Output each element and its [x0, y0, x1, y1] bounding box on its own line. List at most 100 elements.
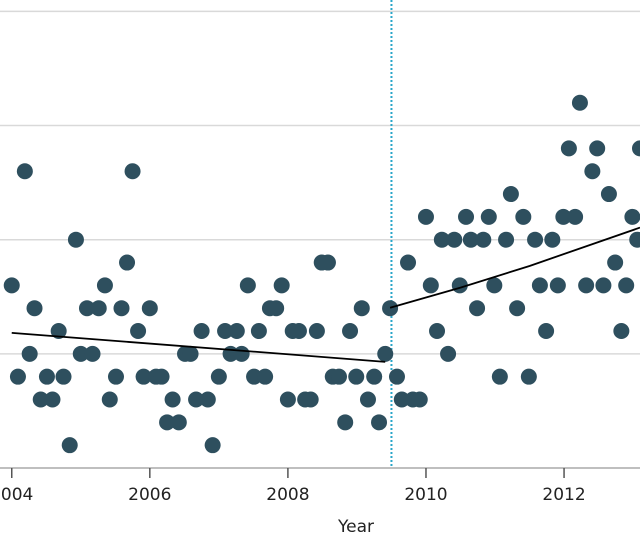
point: [469, 300, 486, 317]
point: [159, 414, 176, 431]
x-tick-label: 2010: [404, 485, 447, 505]
point: [153, 368, 170, 385]
point: [319, 254, 336, 271]
point: [629, 231, 640, 248]
point: [462, 231, 479, 248]
point: [130, 323, 147, 340]
point: [337, 414, 354, 431]
point: [61, 437, 78, 454]
point: [607, 254, 624, 271]
point: [250, 323, 267, 340]
point: [567, 208, 584, 225]
point: [555, 208, 572, 225]
point: [624, 208, 640, 225]
point: [96, 277, 113, 294]
point: [84, 345, 101, 362]
point: [308, 323, 325, 340]
point: [67, 231, 84, 248]
point: [446, 231, 463, 248]
point: [124, 163, 141, 180]
point: [600, 186, 617, 203]
point: [366, 368, 383, 385]
point: [377, 345, 394, 362]
point: [330, 368, 347, 385]
point: [589, 140, 606, 157]
point: [78, 300, 95, 317]
point: [246, 368, 263, 385]
point: [182, 345, 199, 362]
point: [107, 368, 124, 385]
point: [141, 300, 158, 317]
point: [417, 208, 434, 225]
point: [458, 208, 475, 225]
point: [290, 323, 307, 340]
point: [388, 368, 405, 385]
x-tick-label: 2008: [266, 485, 309, 505]
point: [538, 323, 555, 340]
point: [217, 323, 234, 340]
trend-line: [389, 226, 640, 309]
point: [509, 300, 526, 317]
point: [273, 277, 290, 294]
point: [204, 437, 221, 454]
point: [26, 300, 43, 317]
point: [400, 254, 417, 271]
point: [199, 391, 216, 408]
point: [359, 391, 376, 408]
point: [21, 345, 38, 362]
point: [486, 277, 503, 294]
point: [429, 323, 446, 340]
point: [188, 391, 205, 408]
trend-line: [11, 331, 386, 363]
point: [233, 345, 250, 362]
point: [527, 231, 544, 248]
point: [113, 300, 130, 317]
point: [353, 300, 370, 317]
point: [38, 368, 55, 385]
point: [584, 163, 601, 180]
point: [578, 277, 595, 294]
point: [348, 368, 365, 385]
x-axis-label: Year: [337, 517, 374, 537]
x-tick-label: 2012: [542, 485, 585, 505]
point: [480, 208, 497, 225]
point: [239, 277, 256, 294]
point: [101, 391, 118, 408]
point: [228, 323, 245, 340]
point: [72, 345, 89, 362]
point: [571, 94, 588, 111]
point: [440, 345, 457, 362]
point: [90, 300, 107, 317]
point: [531, 277, 548, 294]
point: [498, 231, 515, 248]
point: [342, 323, 359, 340]
point: [32, 391, 49, 408]
point: [422, 277, 439, 294]
point: [257, 368, 274, 385]
point: [44, 391, 61, 408]
point: [210, 368, 227, 385]
point: [371, 414, 388, 431]
point: [3, 277, 20, 294]
point: [411, 391, 428, 408]
point: [302, 391, 319, 408]
point: [491, 368, 508, 385]
point: [119, 254, 136, 271]
point: [170, 414, 187, 431]
point: [475, 231, 492, 248]
point: [433, 231, 450, 248]
point: [268, 300, 285, 317]
point: [515, 208, 532, 225]
point: [549, 277, 566, 294]
point: [618, 277, 635, 294]
point: [55, 368, 72, 385]
point: [520, 368, 537, 385]
point: [382, 300, 399, 317]
point: [613, 323, 630, 340]
point: [193, 323, 210, 340]
point: [560, 140, 577, 157]
point: [279, 391, 296, 408]
point: [9, 368, 26, 385]
point: [502, 186, 519, 203]
